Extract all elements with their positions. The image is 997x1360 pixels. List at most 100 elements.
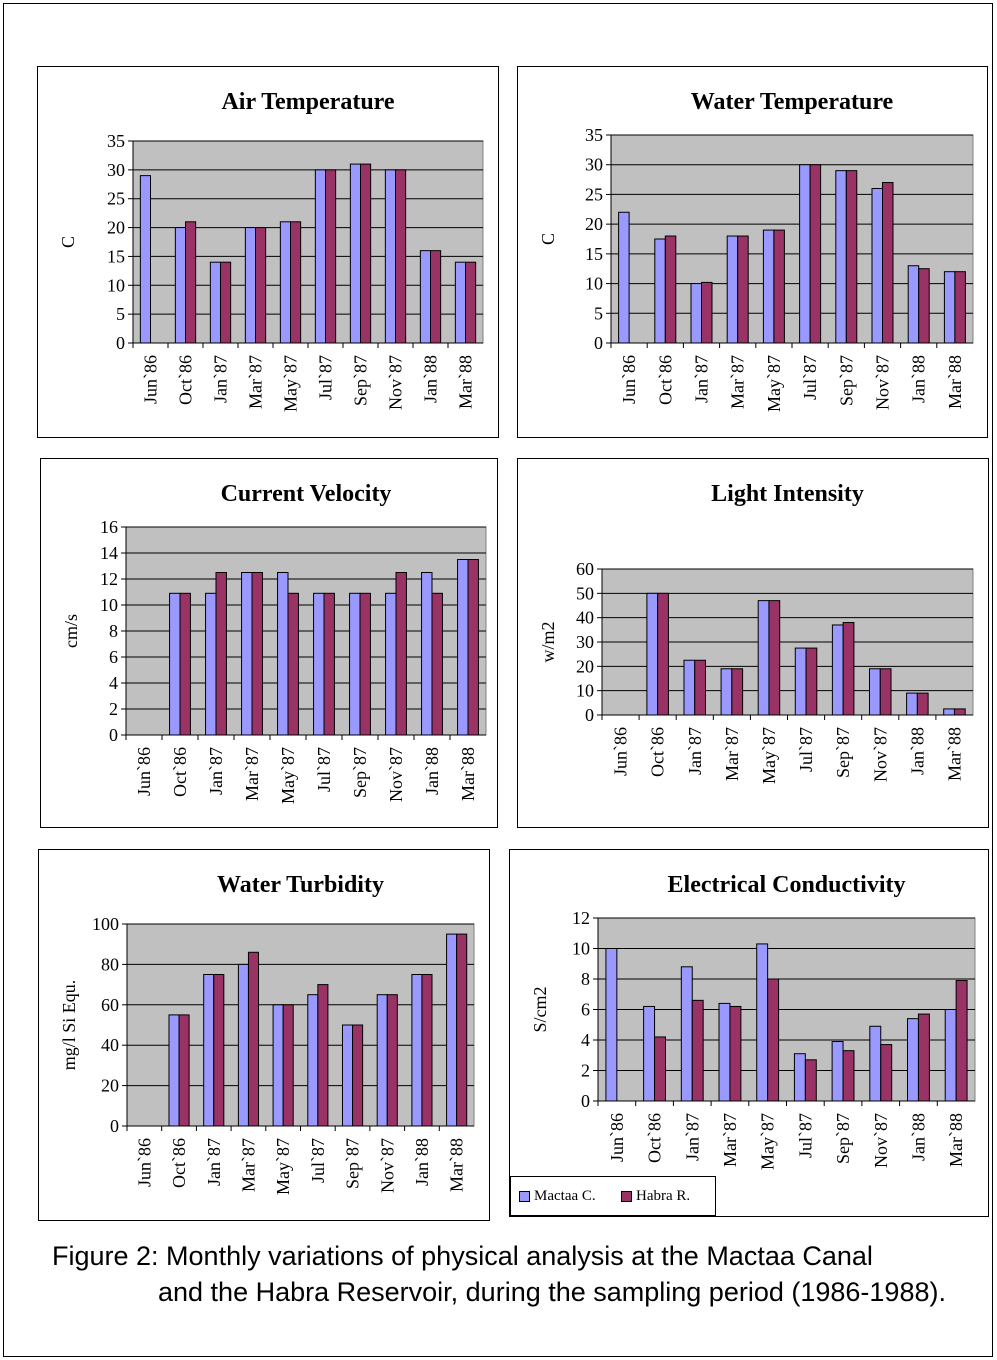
turbidity-y-tick-label: 80 (101, 954, 119, 974)
legend-label-mactaa: Mactaa C. (534, 1188, 596, 1204)
light-bar-habra (805, 647, 818, 716)
turbidity-bar-mactaa (272, 1004, 284, 1127)
water-temp-x-tick-label: May`87 (764, 355, 784, 412)
water-temperature-chart: Water Temperature 0 5 10 15 20 25 30 35 C Jun`86 Oc… (517, 66, 988, 438)
turbidity-bar-mactaa (411, 974, 423, 1127)
conductivity-svg: Electrical Conductivity 0 2 4 6 8 10 12 S/cm2 Jun… (530, 872, 976, 1170)
water-temp-y-tick-label: 5 (594, 303, 603, 323)
current-velocity-chart: Current Velocity 0 2 4 6 8 10 12 14 16 cm/s Jun`86 O… (40, 458, 498, 828)
air-temp-y-tick-label: 15 (107, 246, 125, 266)
turbidity-bar-habra (178, 1014, 190, 1127)
water-temp-bar-habra (701, 281, 713, 344)
air-temp-bar-habra (185, 221, 197, 344)
velocity-bar-mactaa (313, 592, 325, 736)
water-temp-bar-habra (809, 164, 822, 344)
turbidity-bar-mactaa (237, 963, 249, 1127)
conductivity-x-tick-label: May`87 (758, 1113, 778, 1170)
air-temp-x-tick-label: Mar`87 (246, 355, 266, 409)
legend-label-habra: Habra R. (636, 1188, 691, 1204)
velocity-x-tick-label: Mar`87 (242, 747, 262, 801)
turbidity-x-tick-label: Oct`86 (169, 1138, 189, 1188)
velocity-x-tick-label: Jul`87 (314, 747, 334, 792)
turbidity-x-tick-label: Jan`87 (204, 1138, 224, 1186)
light-y-tick-label: 10 (576, 681, 594, 701)
turbidity-bar-mactaa (168, 1014, 180, 1127)
conductivity-bar-mactaa (907, 1018, 919, 1102)
velocity-y-tick-label: 6 (109, 647, 118, 667)
air-temp-bar-mactaa (314, 169, 327, 344)
water-temp-bar-mactaa (690, 283, 702, 344)
conductivity-x-tick-label: Nov`87 (871, 1113, 891, 1168)
water-temp-bar-mactaa (835, 170, 847, 344)
caption-line-1: Figure 2: Monthly variations of physical… (52, 1241, 873, 1271)
velocity-bar-mactaa (457, 559, 469, 736)
air-temp-y-tick-label: 20 (107, 218, 125, 238)
air-temp-x-tick-label: Oct`86 (176, 355, 196, 405)
light-x-tick-label: May`87 (759, 727, 779, 784)
air-temp-bar-mactaa (454, 261, 467, 344)
velocity-y-tick-label: 8 (109, 621, 118, 641)
velocity-x-tick-label: Oct`86 (170, 747, 190, 797)
light-bar-mactaa (720, 668, 733, 716)
velocity-y-tick-label: 10 (100, 595, 118, 615)
velocity-bar-mactaa (385, 592, 397, 736)
air-temp-svg: Air Temperature 0 5 10 15 20 25 30 35 C Jun`86 Oct`… (58, 89, 484, 412)
velocity-bar-mactaa (277, 572, 289, 736)
air-temperature-chart: Air Temperature 0 5 10 15 20 25 30 35 C Jun`86 Oct`… (37, 66, 499, 438)
light-bar-habra (657, 592, 669, 716)
conductivity-bar-habra (880, 1044, 893, 1102)
water-temp-bar-habra (737, 235, 749, 344)
air-temp-bar-habra (465, 261, 477, 344)
conductivity-x-tick-label: Jul`87 (795, 1113, 815, 1158)
water-temp-y-tick-label: 0 (594, 333, 603, 353)
water-temp-x-tick-label: Oct`86 (655, 355, 675, 405)
turbidity-x-tick-label: Sep`87 (343, 1138, 363, 1189)
water-temp-bar-mactaa (799, 164, 811, 344)
turbidity-y-axis-label: mg/l Si Equ. (59, 980, 79, 1071)
light-y-axis-label: w/m2 (538, 621, 558, 662)
water-temp-y-tick-label: 35 (585, 125, 603, 145)
air-temp-bar-habra (255, 227, 267, 344)
water-temp-bar-habra (773, 229, 785, 344)
light-title: Light Intensity (711, 481, 864, 507)
water-temp-y-tick-label: 10 (585, 274, 603, 294)
legend-item-mactaa: Mactaa C. (519, 1188, 596, 1205)
velocity-bar-mactaa (205, 592, 217, 736)
turbidity-bar-habra (282, 1004, 294, 1127)
velocity-bar-mactaa (421, 572, 433, 736)
turbidity-x-tick-label: May`87 (273, 1138, 293, 1195)
conductivity-bar-habra (691, 999, 704, 1102)
light-x-tick-label: Mar`87 (722, 727, 742, 781)
conductivity-y-tick-label: 2 (581, 1061, 590, 1081)
light-bar-habra (916, 692, 929, 716)
light-x-tick-label: Jan`87 (685, 727, 705, 775)
water-temp-bar-mactaa (907, 265, 920, 344)
velocity-svg: Current Velocity 0 2 4 6 8 10 12 14 16 cm/s Jun`86 O… (61, 481, 487, 804)
velocity-bar-habra (251, 572, 263, 736)
light-x-tick-label: Jul`87 (796, 727, 816, 772)
velocity-bar-habra (467, 559, 479, 736)
water-temp-x-tick-label: Jun`86 (619, 355, 639, 404)
turbidity-title: Water Turbidity (217, 872, 384, 898)
conductivity-bar-habra (729, 1005, 742, 1102)
light-x-tick-label: Sep`87 (833, 727, 853, 778)
air-temp-x-tick-label: Jan`87 (211, 355, 231, 403)
water-temp-x-tick-label: Sep`87 (836, 355, 856, 406)
conductivity-bar-mactaa (869, 1025, 882, 1102)
water-temp-bar-mactaa (871, 187, 884, 344)
conductivity-y-tick-label: 4 (581, 1030, 590, 1050)
turbidity-x-tick-label: Jun`86 (134, 1138, 154, 1187)
light-bar-habra (953, 708, 966, 716)
velocity-x-tick-label: Jan`87 (206, 747, 226, 795)
water-temp-title: Water Temperature (691, 89, 894, 115)
light-x-tick-label: Oct`86 (648, 727, 668, 777)
velocity-y-tick-label: 0 (109, 725, 118, 745)
turbidity-bar-habra (386, 994, 398, 1127)
conductivity-y-tick-label: 8 (581, 969, 590, 989)
velocity-bar-habra (323, 592, 335, 736)
light-bar-mactaa (757, 600, 770, 716)
air-temp-x-tick-label: Jun`86 (141, 355, 161, 404)
conductivity-y-tick-label: 10 (572, 939, 590, 959)
conductivity-bar-mactaa (680, 966, 693, 1102)
water-temp-bar-mactaa (943, 271, 956, 344)
